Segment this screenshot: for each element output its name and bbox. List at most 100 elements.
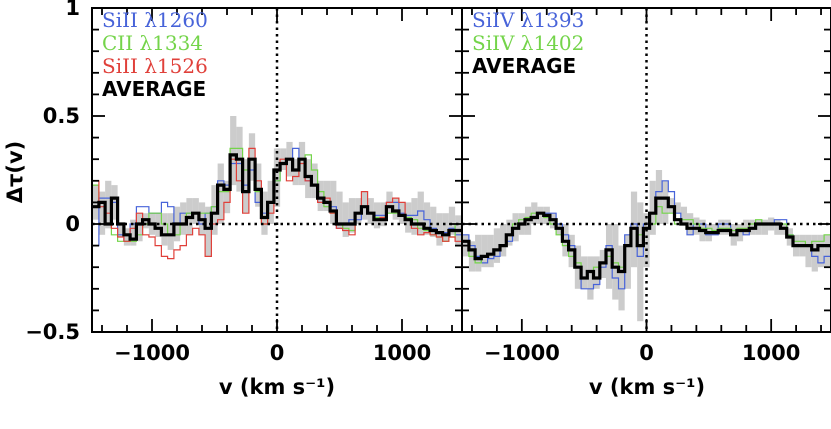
right-x-axis-title: v (km s⁻¹) (589, 375, 705, 399)
band-bin (223, 180, 231, 214)
band-bin (448, 206, 456, 235)
band-bin (380, 202, 387, 227)
x-tick-label: −1000 (484, 341, 560, 365)
band-bin (355, 198, 362, 224)
band-bin (487, 234, 494, 268)
band-bin (311, 163, 318, 199)
band-bin (506, 219, 513, 246)
band-bin (500, 224, 507, 257)
band-bin (674, 202, 681, 214)
legend-entry: SiII λ1526 (102, 54, 208, 78)
right-axes: −1000 0 1000 (461, 7, 831, 365)
y-tick-label: 0.5 (43, 104, 80, 128)
band-bin (736, 224, 744, 242)
band-bin (649, 180, 656, 235)
legend-entry: AVERAGE (102, 77, 206, 101)
band-bin (693, 217, 700, 235)
x-tick-label: 0 (270, 341, 285, 365)
band-bin (317, 180, 324, 212)
band-bin (711, 224, 719, 235)
series-line-average (462, 196, 831, 280)
band-bin (205, 206, 212, 257)
right-uncertainty-band (462, 170, 831, 322)
y-axis-title: Δτ(v) (3, 141, 27, 204)
band-bin (430, 206, 437, 237)
band-bin (255, 163, 262, 207)
band-bin (755, 219, 762, 235)
legend-entry: CII λ1334 (102, 31, 203, 55)
band-bin (481, 234, 488, 268)
band-bin (593, 256, 600, 289)
band-bin (824, 234, 831, 268)
band-bin (743, 219, 750, 235)
band-bin (680, 206, 688, 224)
left-x-axis-title: v (km s⁻¹) (219, 375, 335, 399)
band-bin (180, 202, 187, 235)
legend-entry: AVERAGE (472, 54, 576, 78)
band-bin (581, 256, 588, 289)
band-bin (662, 180, 669, 224)
band-bin (330, 180, 337, 224)
band-bin (192, 198, 199, 224)
right-series-lines (462, 180, 831, 290)
band-bin (211, 185, 218, 235)
band-bin (117, 224, 124, 237)
x-tick-label: 1000 (742, 341, 800, 365)
band-bin (336, 191, 343, 229)
band-bin (367, 198, 374, 224)
band-bin (417, 191, 424, 235)
legend-entry: SiIV λ1402 (472, 31, 584, 55)
band-bin (442, 213, 449, 242)
y-tick-label: 1 (65, 0, 80, 20)
x-tick-label: 0 (639, 341, 654, 365)
band-bin (130, 219, 137, 246)
band-bin (123, 228, 131, 246)
band-bin (811, 234, 818, 272)
band-bin (475, 234, 482, 272)
y-tick-label: −0.5 (25, 320, 80, 344)
y-tick-label: 0 (65, 212, 80, 236)
band-bin (805, 234, 812, 268)
band-bin (242, 159, 249, 214)
band-bin (305, 159, 312, 199)
right-zero-lines (462, 8, 831, 332)
band-bin (161, 213, 168, 246)
band-bin (411, 198, 418, 235)
band-bin (348, 198, 356, 233)
band-bin (105, 180, 112, 229)
band-bin (493, 228, 501, 263)
band-bin (537, 206, 544, 224)
band-bin (624, 234, 631, 289)
band-bin (392, 198, 399, 220)
band-bin (817, 234, 825, 268)
band-bin (587, 256, 594, 300)
band-bin (637, 202, 644, 322)
legend-entry: SiIV λ1393 (472, 8, 584, 32)
band-bin (136, 213, 143, 242)
band-bin (98, 191, 106, 235)
band-bin (643, 213, 650, 268)
x-tick-label: −1000 (114, 341, 190, 365)
band-bin (248, 133, 256, 181)
band-bin (436, 213, 443, 246)
band-bin (774, 219, 781, 235)
band-bin (323, 180, 331, 212)
band-bin (718, 219, 725, 235)
band-bin (612, 224, 619, 300)
band-bin (292, 159, 299, 186)
band-bin (618, 245, 625, 311)
band-bin (230, 116, 237, 186)
band-bin (342, 202, 349, 237)
band-bin (724, 219, 731, 235)
x-tick-label: 1000 (373, 341, 431, 365)
band-bin (761, 219, 769, 235)
band-bin (423, 202, 431, 235)
left-zero-lines (92, 8, 462, 332)
band-bin (217, 163, 224, 224)
